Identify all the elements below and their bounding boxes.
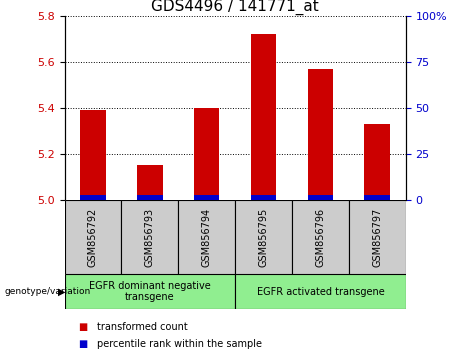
- Bar: [65, 200, 121, 274]
- Bar: [307, 195, 333, 200]
- Bar: [121, 200, 178, 274]
- Bar: [251, 195, 276, 200]
- Bar: [307, 69, 333, 200]
- Bar: [65, 274, 235, 309]
- Bar: [194, 195, 219, 200]
- Text: GSM856796: GSM856796: [315, 207, 325, 267]
- Text: percentile rank within the sample: percentile rank within the sample: [97, 339, 262, 349]
- Bar: [235, 274, 406, 309]
- Title: GDS4496 / 141771_at: GDS4496 / 141771_at: [151, 0, 319, 15]
- Bar: [137, 195, 163, 200]
- Text: GSM856795: GSM856795: [259, 207, 269, 267]
- Bar: [80, 195, 106, 200]
- Bar: [365, 195, 390, 200]
- Bar: [194, 108, 219, 200]
- Bar: [80, 110, 106, 200]
- Text: GSM856797: GSM856797: [372, 207, 382, 267]
- Text: EGFR dominant negative
transgene: EGFR dominant negative transgene: [89, 281, 211, 302]
- Text: ■: ■: [78, 339, 88, 349]
- Text: GSM856793: GSM856793: [145, 207, 155, 267]
- Bar: [365, 124, 390, 200]
- Bar: [235, 200, 292, 274]
- Bar: [137, 165, 163, 200]
- Bar: [251, 34, 276, 200]
- Text: ▶: ▶: [58, 286, 65, 297]
- Text: transformed count: transformed count: [97, 322, 188, 332]
- Bar: [178, 200, 235, 274]
- Text: GSM856794: GSM856794: [201, 207, 212, 267]
- Bar: [349, 200, 406, 274]
- Bar: [292, 200, 349, 274]
- Text: ■: ■: [78, 322, 88, 332]
- Text: EGFR activated transgene: EGFR activated transgene: [256, 286, 384, 297]
- Text: GSM856792: GSM856792: [88, 207, 98, 267]
- Text: genotype/variation: genotype/variation: [5, 287, 91, 296]
